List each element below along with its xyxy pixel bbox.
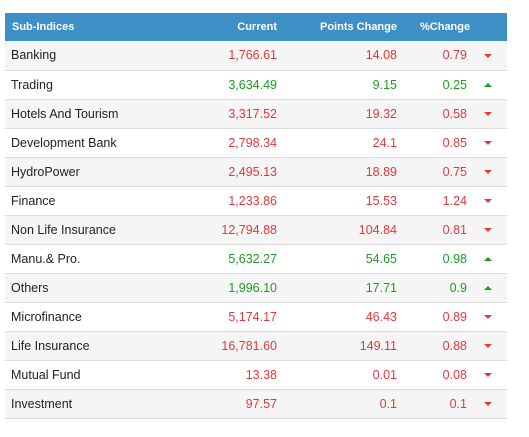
header-sub-indices[interactable]: Sub-Indices (12, 21, 75, 33)
trend-cell (469, 215, 507, 245)
current-value: 2,798.34 (195, 128, 279, 158)
sub-indices-table: Sub-Indices Current Points Change %Chang… (5, 13, 507, 419)
table-row[interactable]: Finance 1,233.86 15.53 1.24 (5, 186, 507, 216)
points-change-value: 149.11 (279, 331, 399, 361)
points-change-value: 0.01 (279, 360, 399, 390)
triangle-down-icon (484, 373, 492, 378)
points-change-value: 19.32 (279, 99, 399, 129)
header-points-change[interactable]: Points Change (319, 21, 397, 33)
triangle-up-icon (484, 83, 492, 88)
sub-index-name: Trading (5, 70, 195, 100)
table-row[interactable]: Manu.& Pro. 5,632.27 54.65 0.98 (5, 244, 507, 274)
header-percent-change[interactable]: %Change (420, 21, 471, 33)
current-value: 5,632.27 (195, 244, 279, 274)
points-change-value: 46.43 (279, 302, 399, 332)
triangle-down-icon (484, 228, 492, 233)
triangle-up-icon (484, 286, 492, 291)
points-change-value: 104.84 (279, 215, 399, 245)
current-value: 2,495.13 (195, 157, 279, 187)
points-change-value: 24.1 (279, 128, 399, 158)
sub-index-name: Development Bank (5, 128, 195, 158)
trend-cell (469, 360, 507, 390)
sub-index-name: HydroPower (5, 157, 195, 187)
current-value: 97.57 (195, 389, 279, 419)
table-row[interactable]: Hotels And Tourism 3,317.52 19.32 0.58 (5, 99, 507, 129)
points-change-value: 9.15 (279, 70, 399, 100)
points-change-value: 54.65 (279, 244, 399, 274)
trend-cell (469, 389, 507, 419)
sub-index-name: Non Life Insurance (5, 215, 195, 245)
sub-index-name: Microfinance (5, 302, 195, 332)
points-change-value: 17.71 (279, 273, 399, 303)
points-change-value: 14.08 (279, 41, 399, 71)
percent-change-value: 0.89 (399, 302, 469, 332)
percent-change-value: 0.98 (399, 244, 469, 274)
points-change-value: 0.1 (279, 389, 399, 419)
table-row[interactable]: Banking 1,766.61 14.08 0.79 (5, 41, 507, 71)
percent-change-value: 0.08 (399, 360, 469, 390)
table-row[interactable]: Investment 97.57 0.1 0.1 (5, 389, 507, 419)
table-row[interactable]: Development Bank 2,798.34 24.1 0.85 (5, 128, 507, 158)
current-value: 1,233.86 (195, 186, 279, 216)
triangle-up-icon (484, 257, 492, 262)
percent-change-value: 0.75 (399, 157, 469, 187)
percent-change-value: 0.88 (399, 331, 469, 361)
trend-cell (469, 41, 507, 71)
sub-index-name: Finance (5, 186, 195, 216)
triangle-down-icon (484, 141, 492, 146)
table-row[interactable]: Non Life Insurance 12,794.88 104.84 0.81 (5, 215, 507, 245)
table-row[interactable]: Mutual Fund 13.38 0.01 0.08 (5, 360, 507, 390)
trend-cell (469, 70, 507, 100)
percent-change-value: 0.81 (399, 215, 469, 245)
current-value: 3,317.52 (195, 99, 279, 129)
points-change-value: 15.53 (279, 186, 399, 216)
trend-cell (469, 186, 507, 216)
table-row[interactable]: Others 1,996.10 17.71 0.9 (5, 273, 507, 303)
sub-indices-panel: Sub-Indices Current Points Change %Chang… (5, 13, 507, 419)
table-row[interactable]: Life Insurance 16,781.60 149.11 0.88 (5, 331, 507, 361)
trend-cell (469, 128, 507, 158)
current-value: 16,781.60 (195, 331, 279, 361)
trend-cell (469, 99, 507, 129)
percent-change-value: 0.25 (399, 70, 469, 100)
current-value: 5,174.17 (195, 302, 279, 332)
percent-change-value: 0.85 (399, 128, 469, 158)
sub-index-name: Hotels And Tourism (5, 99, 195, 129)
table-row[interactable]: Trading 3,634.49 9.15 0.25 (5, 70, 507, 100)
triangle-down-icon (484, 112, 492, 117)
sub-index-name: Banking (5, 41, 195, 71)
trend-cell (469, 331, 507, 361)
percent-change-value: 0.58 (399, 99, 469, 129)
percent-change-value: 0.79 (399, 41, 469, 71)
current-value: 3,634.49 (195, 70, 279, 100)
table-row[interactable]: HydroPower 2,495.13 18.89 0.75 (5, 157, 507, 187)
triangle-down-icon (484, 344, 492, 349)
percent-change-value: 0.1 (399, 389, 469, 419)
sub-index-name: Mutual Fund (5, 360, 195, 390)
triangle-down-icon (484, 199, 492, 204)
table-header-row: Sub-Indices Current Points Change %Chang… (5, 13, 507, 41)
current-value: 1,766.61 (195, 41, 279, 71)
triangle-down-icon (484, 315, 492, 320)
current-value: 12,794.88 (195, 215, 279, 245)
trend-cell (469, 244, 507, 274)
sub-index-name: Manu.& Pro. (5, 244, 195, 274)
sub-index-name: Investment (5, 389, 195, 419)
percent-change-value: 0.9 (399, 273, 469, 303)
points-change-value: 18.89 (279, 157, 399, 187)
sub-index-name: Life Insurance (5, 331, 195, 361)
table-row[interactable]: Microfinance 5,174.17 46.43 0.89 (5, 302, 507, 332)
sub-index-name: Others (5, 273, 195, 303)
percent-change-value: 1.24 (399, 186, 469, 216)
current-value: 1,996.10 (195, 273, 279, 303)
triangle-down-icon (484, 402, 492, 407)
trend-cell (469, 302, 507, 332)
triangle-down-icon (484, 170, 492, 175)
header-current[interactable]: Current (237, 21, 277, 33)
triangle-down-icon (484, 53, 492, 58)
trend-cell (469, 157, 507, 187)
trend-cell (469, 273, 507, 303)
current-value: 13.38 (195, 360, 279, 390)
